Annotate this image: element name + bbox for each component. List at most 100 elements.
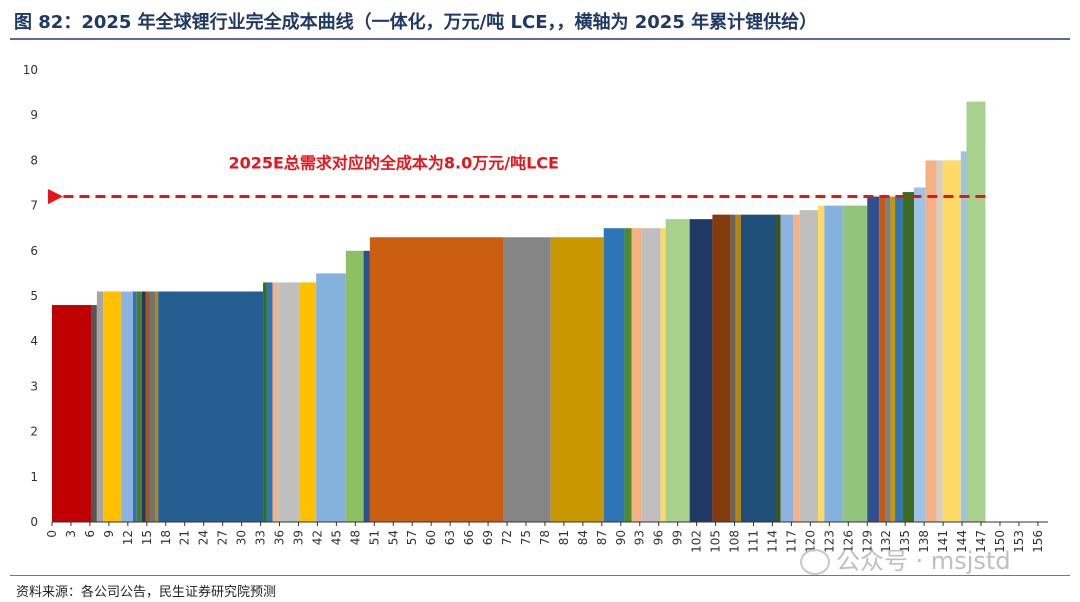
watermark-text: 公众号 · msjstd [836,547,1011,575]
bar-26 [641,228,661,522]
bar-13 [266,282,273,522]
x-tick-label: 12 [121,530,135,545]
x-tick-label: 78 [538,530,552,545]
bar-48 [925,160,937,522]
x-tick-label: 9 [102,530,116,538]
x-tick-label: 39 [291,530,305,545]
x-tick-label: 42 [310,530,324,545]
x-tick-label: 48 [348,530,362,545]
bar-49 [936,160,943,522]
bar-4 [120,291,133,522]
x-tick-label: 66 [462,530,476,545]
bar-12 [263,282,267,522]
x-tick-label: 117 [784,530,798,553]
demand-annotation: 2025E总需求对应的全成本为8.0万元/吨LCE [228,154,559,173]
bar-29 [689,219,713,522]
bar-51 [960,151,967,523]
bar-52 [966,101,986,522]
x-tick-label: 120 [803,530,817,553]
bar-32 [735,214,741,522]
x-tick-label: 72 [500,530,514,545]
x-tick-label: 105 [709,530,723,553]
y-tick-label: 9 [30,108,38,122]
x-tick-label: 141 [936,530,950,553]
x-tick-label: 108 [728,530,742,553]
bar-24 [624,228,632,522]
x-tick-label: 75 [519,530,533,545]
bar-19 [363,250,370,523]
y-tick-label: 1 [30,470,38,484]
bar-36 [793,214,800,522]
x-tick-label: 138 [917,530,931,553]
bar-33 [740,214,775,522]
bar-3 [103,291,121,522]
bar-46 [902,192,915,523]
bar-6 [136,291,142,522]
x-tick-label: 126 [841,530,855,553]
x-tick-label: 99 [671,530,685,545]
x-tick-label: 135 [898,530,912,553]
x-tick-label: 150 [993,530,1007,553]
bar-23 [603,228,625,522]
bar-28 [665,219,690,522]
bar-44 [890,196,896,522]
bar-41 [867,196,880,522]
bar-35 [780,214,794,522]
bar-20 [369,237,504,523]
footer-divider [10,575,1070,576]
y-tick-label: 6 [30,244,38,258]
x-tick-label: 36 [273,530,287,545]
y-tick-label: 7 [30,199,38,213]
x-tick-label: 33 [254,530,268,545]
y-tick-label: 3 [30,379,38,393]
x-tick-label: 132 [879,530,893,553]
page-title: 图 82：2025 年全球锂行业完全成本曲线（一体化，万元/吨 LCE，，横轴为… [14,12,818,33]
bar-39 [824,205,843,522]
x-tick-label: 51 [367,530,381,545]
bar-10 [155,291,159,522]
bar-43 [885,196,891,522]
y-tick-label: 0 [30,515,38,529]
x-tick-label: 63 [443,530,457,545]
bar-45 [895,196,903,522]
x-tick-label: 21 [178,530,192,545]
bar-27 [660,228,666,522]
bar-40 [842,205,868,522]
x-tick-label: 24 [197,530,211,545]
x-tick-label: 153 [1012,530,1026,553]
x-tick-label: 0 [45,530,59,538]
x-tick-label: 81 [557,530,571,545]
bar-25 [631,228,642,522]
bar-18 [345,250,364,523]
y-tick-label: 8 [30,153,38,167]
bar-38 [817,205,825,522]
x-tick-label: 147 [974,530,988,553]
bar-17 [316,273,346,522]
watermark: 公众号 · msjstd [800,541,1011,576]
x-tick-label: 102 [690,530,704,553]
source-note: 资料来源：各公司公告，民生证券研究院预测 [16,585,277,600]
bar-34 [774,214,781,522]
bars-layer [52,101,986,523]
x-tick-label: 114 [765,530,779,553]
bar-30 [712,214,731,522]
bar-1 [91,305,97,522]
bar-7 [141,291,146,522]
bar-15 [278,282,300,522]
bar-11 [158,291,264,522]
bar-22 [550,237,604,523]
x-tick-label: 57 [405,530,419,545]
bar-5 [132,291,137,522]
x-tick-label: 123 [822,530,836,553]
x-tick-label: 111 [746,530,760,553]
x-tick-label: 6 [83,530,97,538]
x-tick-label: 129 [860,530,874,553]
y-tick-label: 10 [23,63,38,77]
bar-21 [503,237,551,523]
x-tick-label: 87 [595,530,609,545]
x-tick-label: 69 [481,530,495,545]
x-tick-label: 3 [64,530,78,538]
x-tick-label: 54 [386,530,400,545]
bar-50 [942,160,961,522]
